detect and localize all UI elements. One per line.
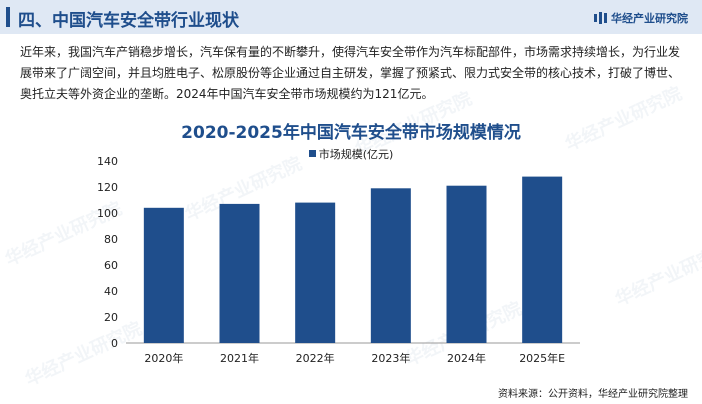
bar bbox=[522, 176, 563, 343]
page-title: 四、中国汽车安全带行业现状 bbox=[18, 11, 239, 31]
y-tick-label: 140 bbox=[97, 155, 118, 168]
y-tick-label: 60 bbox=[104, 259, 118, 272]
chart-title: 2020-2025年中国汽车安全带市场规模情况 bbox=[181, 123, 521, 143]
bar bbox=[143, 207, 184, 343]
legend-label: 市场规模(亿元) bbox=[318, 148, 394, 161]
x-tick-label: 2025年E bbox=[519, 351, 565, 365]
x-tick-label: 2023年 bbox=[371, 351, 410, 365]
y-tick-label: 80 bbox=[104, 233, 118, 246]
x-tick-label: 2024年 bbox=[447, 351, 486, 365]
brand-name: 华经产业研究院 bbox=[611, 12, 688, 25]
bar bbox=[446, 185, 487, 343]
brand-logo: 华经产业研究院 bbox=[594, 10, 688, 26]
bar bbox=[295, 202, 336, 343]
y-tick-label: 120 bbox=[97, 181, 118, 194]
y-tick-label: 20 bbox=[104, 311, 118, 324]
brand-logo-icon bbox=[594, 12, 607, 24]
bar bbox=[370, 188, 411, 343]
x-tick-label: 2022年 bbox=[296, 351, 335, 365]
y-tick-label: 40 bbox=[104, 285, 118, 298]
legend-swatch bbox=[308, 150, 316, 157]
source-note: 资料来源：公开资料，华经产业研究院整理 bbox=[498, 389, 688, 400]
intro-paragraph: 近年来，我国汽车产销稳步增长，汽车保有量的不断攀升，使得汽车安全带作为汽车标配部… bbox=[20, 45, 681, 101]
header-accent-bar bbox=[6, 7, 10, 27]
x-tick-label: 2021年 bbox=[220, 351, 259, 365]
header-band: 四、中国汽车安全带行业现状 华经产业研究院 bbox=[0, 0, 702, 34]
x-tick-label: 2020年 bbox=[144, 351, 183, 365]
bar-chart: 0 20 40 60 80 100 120 140 2020年 2021年 2022年 2023年 20… bbox=[97, 155, 580, 365]
y-tick-label: 100 bbox=[97, 207, 118, 220]
y-tick-label: 0 bbox=[111, 337, 118, 350]
bar bbox=[219, 203, 260, 343]
chart-legend: 市场规模(亿元) bbox=[0, 146, 702, 162]
